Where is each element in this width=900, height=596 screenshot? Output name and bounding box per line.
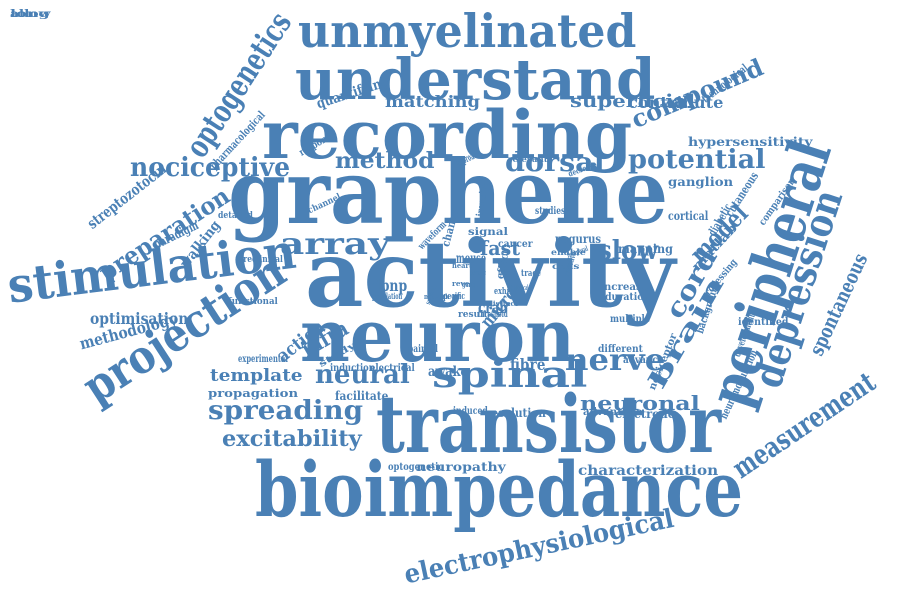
word-cells: cells: [552, 261, 580, 271]
word-matching: matching: [385, 92, 480, 111]
word-bioimpedance: bioimpedance: [255, 445, 743, 534]
word-optogenetic: optogenetic: [388, 462, 444, 473]
word-ganglia: ganglia: [462, 280, 483, 289]
word-pagurus: pagurus: [555, 232, 602, 246]
word-advance: advance: [623, 355, 664, 366]
word-duration: duration: [605, 292, 651, 303]
word-preclinical: preclinical: [238, 255, 283, 265]
word-recording: recording: [262, 96, 633, 174]
word-awake: awake: [428, 364, 468, 380]
word-transistor: transistor: [376, 377, 722, 471]
word-graphene: graphene: [228, 140, 669, 244]
word-propagation: propagation: [208, 387, 299, 400]
word-resolution: resolution: [486, 406, 546, 420]
word-increase: increase: [600, 282, 649, 293]
word-advantage: advantage: [583, 407, 643, 418]
word-cortical: cortical: [668, 209, 709, 223]
word-dpnp: dpnp: [372, 276, 408, 295]
word-threshold: threshold: [478, 310, 508, 320]
word-neural: neural: [315, 360, 410, 390]
word-facilitate: facilitate: [335, 389, 389, 403]
word-reveal: reveal: [452, 279, 477, 288]
word-exhibit: exhibit: [494, 287, 519, 297]
word-different: different: [598, 344, 643, 355]
word-crab: crab: [478, 298, 508, 317]
word-network: network: [424, 292, 450, 301]
word-spinal: spinal: [432, 354, 588, 396]
word-characterization: characterization: [578, 463, 719, 479]
word-unmyelinated: unmyelinated: [298, 4, 637, 58]
word-superficial: superficial: [570, 91, 696, 112]
word-functional: functional: [228, 297, 278, 307]
word-understand: understand: [295, 47, 656, 113]
word-nociceptive: nociceptive: [130, 153, 291, 183]
word-multiple: multiple: [610, 314, 651, 325]
word-electrode: electrode: [615, 407, 676, 421]
word-distinct: distinct: [488, 299, 518, 308]
word-allow: allow: [10, 9, 51, 20]
word-painful: painful: [408, 344, 438, 355]
word-genetic: genetic: [470, 268, 487, 277]
word-long: long: [10, 9, 50, 20]
word-neuronal: neuronal: [580, 391, 700, 415]
word-activity: activity: [305, 220, 676, 328]
word-induced: induced: [453, 406, 488, 417]
word-identified: identified: [738, 317, 789, 328]
word-spreading: spreading: [208, 396, 364, 426]
word-fast: fast: [480, 236, 521, 260]
word-specific: specific: [440, 292, 466, 302]
word-electrical: electrical: [370, 363, 415, 374]
word-population: population: [372, 291, 403, 301]
word-cancer: cancer: [498, 239, 533, 250]
word-biological: biological: [511, 283, 529, 292]
word-result: result: [458, 310, 488, 320]
word-hypersensitivity: hypersensitivity: [688, 135, 813, 149]
word-relevant: relevant: [508, 154, 548, 164]
word-mouse: mouse: [456, 251, 487, 267]
word-enable: enable: [551, 247, 586, 257]
word-studies: studies: [535, 206, 566, 217]
word-focal: focal: [498, 268, 514, 277]
word-array: array: [280, 227, 390, 262]
word-mapping: mapping: [618, 242, 673, 256]
word-neuron: neuron: [300, 293, 575, 378]
word-optimisation: optimisation: [90, 309, 189, 328]
word-fibre: fibre: [510, 355, 546, 374]
word-excitability: excitability: [222, 426, 362, 452]
word-neuropathy: neuropathy: [416, 460, 506, 474]
word-experimental: experimental: [238, 354, 288, 365]
word-heart: heart: [452, 261, 472, 270]
word-ganglion: ganglion: [668, 175, 734, 189]
word-signal: signal: [468, 227, 508, 238]
word-method: method: [335, 148, 435, 174]
word-detailed: detailed: [218, 211, 253, 221]
word-nerve: nerve: [565, 343, 666, 378]
word-template: template: [210, 366, 303, 386]
word-potential: potential: [628, 145, 766, 175]
word-dorsal: dorsal: [505, 148, 605, 178]
word-contribute: contribute: [628, 93, 724, 112]
word-induction: induction: [330, 363, 375, 374]
word-trace: trace: [521, 269, 541, 279]
word-slow: slow: [598, 236, 659, 266]
